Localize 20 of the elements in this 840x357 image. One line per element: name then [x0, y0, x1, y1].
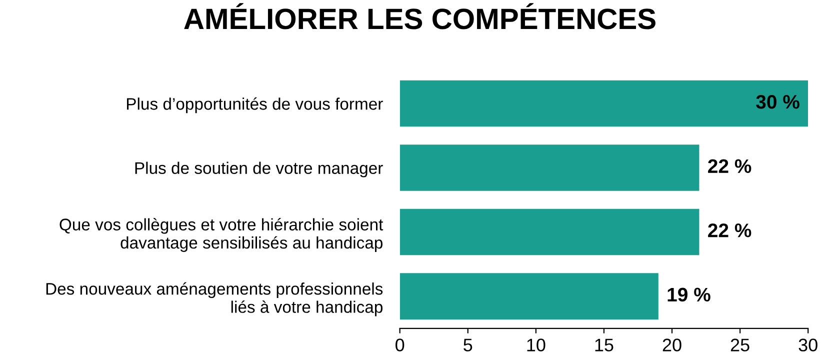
- x-tick-label: 30: [798, 338, 818, 352]
- chart-title: AMÉLIORER LES COMPÉTENCES: [184, 3, 656, 30]
- x-tick-label: 25: [730, 338, 750, 352]
- x-tick-label: 0: [396, 338, 404, 352]
- x-tick-label: 10: [527, 338, 546, 352]
- bar: [400, 144, 700, 191]
- bar: [400, 80, 808, 127]
- data-label: 22 %: [708, 224, 752, 238]
- x-tick-label: 5: [464, 338, 472, 352]
- y-tick-label: Plus de soutien de votre manager: [135, 162, 383, 178]
- x-tick-label: 15: [595, 338, 614, 352]
- x-tick-label: 20: [662, 338, 682, 352]
- y-tick-label: Que vos collègues et votre hiérarchie soient davantage sensibilisés au handicap: [60, 218, 384, 252]
- data-label: 30 %: [756, 94, 800, 109]
- data-label: 19 %: [668, 288, 710, 302]
- y-tick-label: Plus d’opportunités de vous former: [127, 97, 383, 114]
- y-tick-label: Des nouveaux aménagements professionnels liés à votre handicap: [46, 282, 383, 316]
- data-label: 22 %: [708, 159, 752, 173]
- bar: [400, 273, 658, 320]
- bar: [400, 208, 700, 256]
